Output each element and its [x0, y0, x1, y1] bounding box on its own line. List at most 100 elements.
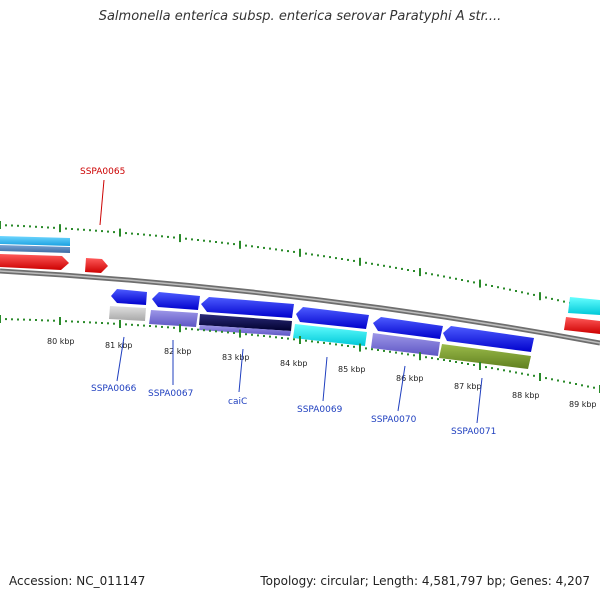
- gene-label-sspa0071[interactable]: SSPA0071: [451, 427, 496, 437]
- inner-tick-minor: [269, 335, 271, 338]
- outer-tick-minor: [527, 292, 529, 295]
- outer-tick-minor: [407, 269, 409, 271]
- outer-tick-minor: [101, 230, 103, 233]
- gene-label-sspa0066[interactable]: SSPA0066: [91, 384, 137, 394]
- gene-label-sspa0067[interactable]: SSPA0067: [148, 389, 193, 399]
- outer-tick-minor: [221, 241, 223, 244]
- outer-tick-minor: [551, 297, 553, 300]
- outer-tick-major: [299, 248, 301, 257]
- outer-tick-minor: [383, 264, 385, 267]
- outer-tick-minor: [245, 244, 247, 247]
- inner-tick-minor: [569, 381, 571, 384]
- inner-tick-minor: [47, 319, 49, 322]
- outer-tick-minor: [491, 285, 493, 287]
- outer-tick-minor: [377, 263, 379, 266]
- leader-sspa0069: [322, 356, 328, 402]
- annotation-bar-olive: [439, 344, 531, 369]
- inner-tick-minor: [23, 318, 25, 321]
- inner-tick-minor: [29, 318, 31, 321]
- tick-label-85kbp: 85 kbp: [338, 365, 366, 374]
- inner-tick-minor: [89, 321, 91, 324]
- accession-text: Accession: NC_011147: [9, 574, 146, 588]
- gene-arrow-sspa0071: [443, 326, 534, 352]
- inner-tick-minor: [65, 320, 67, 323]
- outer-tick-major: [179, 234, 181, 243]
- inner-tick-minor: [587, 385, 589, 388]
- outer-tick-minor: [329, 256, 331, 259]
- outer-tick-minor: [497, 286, 499, 289]
- inner-tick-minor: [203, 329, 205, 332]
- inner-tick-minor: [377, 349, 379, 351]
- inner-tick-minor: [503, 369, 505, 372]
- outer-tick-minor: [287, 250, 289, 253]
- inner-tick-minor: [101, 322, 103, 324]
- inner-tick-minor: [227, 331, 229, 334]
- outer-tick-minor: [515, 290, 517, 292]
- inner-tick-minor: [389, 350, 391, 353]
- outer-tick-minor: [95, 229, 97, 232]
- inner-tick-minor: [353, 345, 355, 348]
- gene-label-caic[interactable]: caiC: [228, 397, 247, 407]
- annotation-bar-cyan: [293, 324, 367, 346]
- inner-tick-minor: [563, 380, 565, 383]
- gene-labels: SSPA0065 SSPA0066 SSPA0067 caiC SSPA0069…: [80, 167, 496, 437]
- gene-label-sspa0069[interactable]: SSPA0069: [297, 405, 343, 415]
- outer-tick-minor: [437, 274, 439, 277]
- outer-tick-minor: [305, 252, 307, 255]
- inner-tick-minor: [311, 340, 313, 343]
- outer-tick-minor: [413, 270, 415, 272]
- inner-tick-minor: [41, 319, 43, 322]
- leader-caic: [238, 348, 244, 393]
- inner-tick-minor: [473, 364, 475, 366]
- inner-tick-minor: [95, 321, 97, 324]
- inner-tick-minor: [497, 368, 499, 371]
- outer-tick-major: [119, 228, 121, 237]
- inner-tick-minor: [107, 322, 109, 325]
- annotation-bar-grey: [109, 306, 146, 321]
- inner-tick-major: [359, 343, 361, 352]
- inner-tick-minor: [5, 318, 7, 321]
- leader-sspa0066: [116, 336, 125, 382]
- inner-tick-minor: [137, 324, 139, 327]
- outer-tick-minor: [11, 224, 13, 227]
- annotation-bar-purple-3: [371, 333, 440, 356]
- outer-tick-minor: [341, 258, 343, 260]
- inner-tick-minor: [509, 370, 511, 373]
- gene-label-sspa0070[interactable]: SSPA0070: [371, 415, 417, 425]
- gene-arrow-sspa0067: [152, 292, 200, 310]
- inner-tick-minor: [263, 335, 265, 337]
- outer-tick-minor: [533, 293, 535, 296]
- inner-tick-minor: [275, 336, 277, 339]
- inner-tick-minor: [149, 325, 151, 327]
- inner-tick-minor: [161, 325, 163, 328]
- outer-tick-minor: [23, 225, 25, 228]
- outer-tick-minor: [455, 277, 457, 280]
- outer-tick-minor: [137, 233, 139, 236]
- feature-track-minus: [111, 289, 534, 352]
- tick-label-81kbp: 81 kbp: [105, 341, 133, 350]
- gene-label-sspa0065[interactable]: SSPA0065: [80, 167, 125, 177]
- outer-tick-minor: [155, 234, 157, 237]
- inner-tick-minor: [209, 329, 211, 332]
- inner-tick-minor: [317, 341, 319, 344]
- inner-tick-minor: [407, 353, 409, 356]
- outer-tick-minor: [353, 259, 355, 262]
- inner-tick-minor: [35, 319, 37, 321]
- outer-tick-minor: [365, 261, 367, 264]
- outer-tick-major: [0, 221, 1, 229]
- gene-feature-red-right: [564, 317, 600, 334]
- outer-tick-minor: [509, 288, 511, 291]
- inner-tick-minor: [329, 342, 331, 345]
- feature-track-annotation: [109, 306, 531, 369]
- inner-tick-major: [479, 362, 481, 370]
- gene-arrow-caic: [201, 297, 294, 318]
- inner-tick-minor: [515, 371, 517, 374]
- inner-tick-minor: [455, 361, 457, 363]
- outer-tick-minor: [323, 255, 325, 258]
- inner-tick-minor: [431, 357, 433, 360]
- outer-tick-major: [539, 292, 541, 301]
- gene-feature-steel: [0, 245, 70, 253]
- outer-tick-major: [419, 268, 421, 277]
- inner-tick-minor: [125, 323, 127, 326]
- outer-tick-minor: [89, 229, 91, 232]
